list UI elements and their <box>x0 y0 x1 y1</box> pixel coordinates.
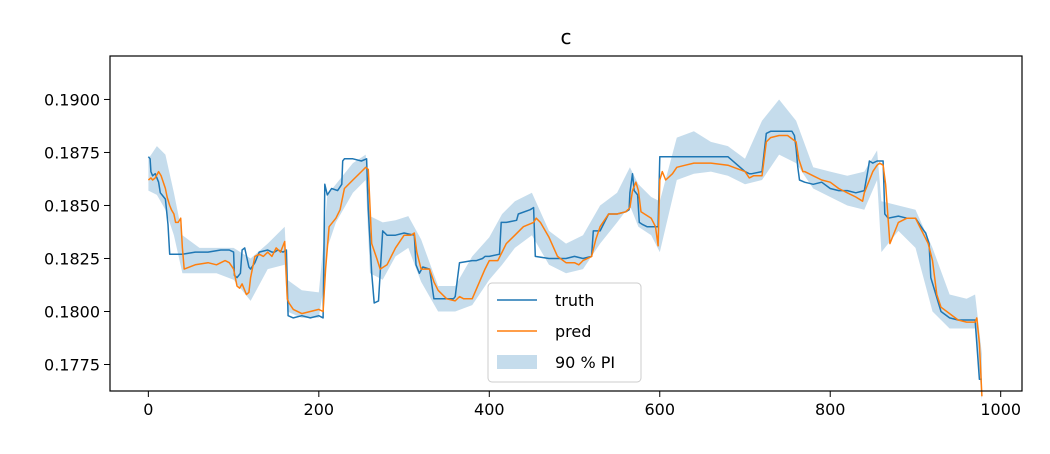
x-tick-label: 1000 <box>980 400 1021 419</box>
legend-entry-pred: pred <box>497 322 591 341</box>
y-tick-label: 0.1900 <box>44 90 100 109</box>
pred-line <box>147 134 983 397</box>
y-tick-label: 0.1875 <box>44 143 100 162</box>
legend-box <box>487 282 642 383</box>
y-tick-label: 0.1850 <box>44 196 100 215</box>
legend-label: truth <box>555 291 594 310</box>
x-tick-label: 0 <box>143 400 153 419</box>
x-axis: 0 200 400 600 800 1000 <box>143 391 1021 419</box>
legend-entry-truth: truth <box>497 291 594 310</box>
y-tick-label: 0.1775 <box>44 355 100 374</box>
legend-entry-interval: 90 % PI <box>497 353 615 372</box>
chart-title: c <box>561 25 572 49</box>
x-tick-label: 200 <box>304 400 335 419</box>
legend: truth pred 90 % PI <box>487 282 642 383</box>
y-tick-label: 0.1825 <box>44 249 100 268</box>
truth-line <box>147 130 982 381</box>
prediction-interval-layer <box>148 99 982 401</box>
legend-label: 90 % PI <box>555 353 615 372</box>
series-lines-layer <box>147 130 983 397</box>
plot-frame <box>109 55 1023 392</box>
y-tick-label: 0.1800 <box>44 302 100 321</box>
legend-patch-swatch <box>497 355 537 369</box>
legend-label: pred <box>555 322 591 341</box>
x-tick-label: 400 <box>474 400 505 419</box>
x-tick-label: 600 <box>644 400 675 419</box>
y-axis: 0.1775 0.1800 0.1825 0.1850 0.1875 0.1900 <box>44 90 110 374</box>
x-tick-label: 800 <box>815 400 846 419</box>
prediction-interval-band <box>148 99 982 401</box>
